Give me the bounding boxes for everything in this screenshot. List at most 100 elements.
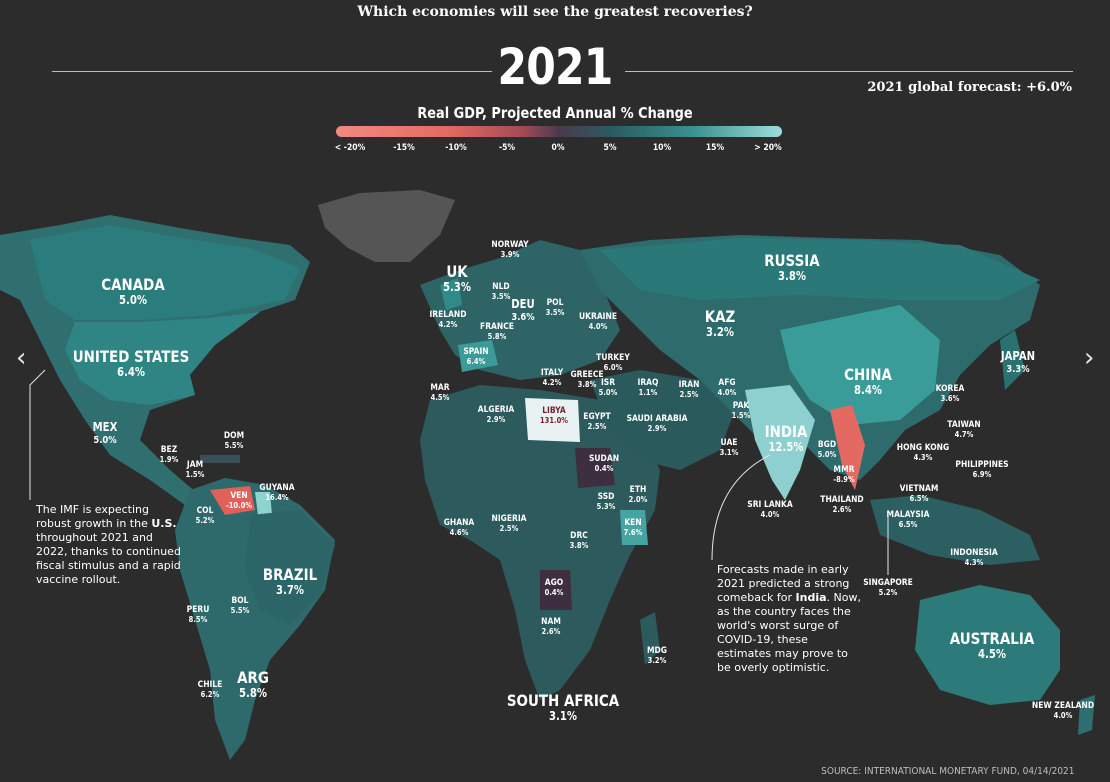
country-name: SINGAPORE [863,578,913,588]
country-label-greece: GREECE 3.8% [570,370,603,390]
country-value: 12.5% [768,440,804,455]
country-name: KAZ [704,307,736,326]
country-value: 4.2% [438,320,458,330]
kenya-region [620,510,648,545]
country-value: 3.1% [719,448,739,458]
country-name: PAK [732,401,750,411]
country-value: 5.2% [195,516,215,526]
country-value: 6.4% [117,365,145,380]
country-label-col: COL 5.2% [196,506,215,526]
legend-tick: 5% [603,143,617,153]
country-value: 2.0% [628,495,648,505]
country-label-iran: IRAN 2.5% [679,380,700,400]
map-subtitle: Real GDP, Projected Annual % Change [417,104,693,122]
country-value: 3.2% [647,656,667,666]
year-title: 2021 [497,38,614,96]
country-label-ghana: GHANA 4.6% [444,518,475,538]
country-value: 3.8% [577,380,597,390]
country-label-mar: MAR 4.5% [430,383,449,403]
country-name: GHANA [443,518,475,528]
country-value: 8.5% [188,615,208,625]
country-label-philippines: PHILIPPINES 6.9% [955,460,1008,480]
country-label-sudan: SUDAN 0.4% [589,454,619,474]
country-label-uae: UAE 3.1% [720,438,739,458]
greenland-shape [318,190,455,262]
country-name: INDONESIA [950,548,998,558]
country-value: 5.0% [119,293,147,308]
country-value: 2.9% [647,424,667,434]
india-callout-line [711,454,771,561]
sudan-region [575,448,615,488]
country-label-libya: LIBYA 131.0% [540,406,568,426]
country-value: 4.7% [954,430,974,440]
country-name: THAILAND [820,495,864,505]
country-name: UKRAINE [579,312,617,322]
country-value: 3.6% [940,394,960,404]
country-label-singapore: SINGAPORE 5.2% [863,578,913,598]
country-label-ven: VEN -10.0% [226,491,252,511]
country-name: UK [446,262,468,281]
global-forecast: 2021 global forecast: +6.0% [867,80,1072,95]
ago-region [540,570,572,610]
country-name: CHINA [844,365,892,384]
country-label-south-africa: SOUTH AFRICA 3.1% [507,691,619,724]
country-label-spain: SPAIN 6.4% [463,347,488,367]
country-label-bgd: BGD 5.0% [818,440,837,460]
country-value: 2.6% [541,627,561,637]
country-value: 4.6% [449,528,469,538]
country-value: 3.8% [778,269,806,284]
chevron-right-icon[interactable]: › [1084,343,1095,373]
country-label-united-states: UNITED STATES 6.4% [73,347,190,380]
country-label-japan: JAPAN 3.3% [1001,349,1035,375]
country-value: 5.5% [224,441,244,451]
country-value: 5.0% [598,388,618,398]
country-value: 2.9% [486,415,506,425]
country-name: LIBYA [542,406,566,416]
madagascar-shape [640,612,660,665]
country-label-deu: DEU 3.6% [511,297,534,323]
country-name: NLD [492,282,510,292]
country-label-taiwan: TAIWAN 4.7% [947,420,980,440]
country-label-australia: AUSTRALIA 4.5% [950,629,1034,662]
country-name: TURKEY [596,353,630,363]
country-label-nigeria: NIGERIA 2.5% [491,514,526,534]
country-label-ken: KEN 7.6% [624,518,643,538]
country-value: 6.5% [898,520,918,530]
country-value: 6.5% [909,494,929,504]
country-label-drc: DRC 3.8% [570,531,589,551]
country-value: 131.0% [540,416,568,426]
russia-region [600,238,1040,300]
country-label-peru: PERU 8.5% [187,605,210,625]
us-note: The IMF is expecting robust growth in th… [36,503,181,586]
country-label-eth: ETH 2.0% [629,485,648,505]
country-name: KEN [624,518,642,528]
country-name: VEN [230,491,248,501]
country-value: 7.6% [623,528,643,538]
country-value: 4.0% [717,388,737,398]
se-asia-islands-shape [870,495,1040,565]
country-label-china: CHINA 8.4% [844,365,892,398]
country-value: 3.2% [706,325,734,340]
country-name: SRI LANKA [747,500,793,510]
country-label-norway: NORWAY 3.9% [491,240,528,260]
country-name: ARG [237,668,269,687]
country-label-france: FRANCE 5.8% [480,322,514,342]
country-label-arg: ARG 5.8% [237,668,269,701]
country-name: DOM [223,431,245,441]
country-value: 8.4% [854,383,882,398]
india-region [745,385,815,500]
country-name: NEW ZEALAND [1031,701,1095,711]
country-value: 3.7% [276,583,304,598]
chevron-left-icon[interactable]: ‹ [16,343,27,373]
country-name: NAM [541,617,561,627]
country-label-algeria: ALGERIA 2.9% [478,405,515,425]
country-name: INDIA [764,422,808,441]
country-value: 16.4% [265,493,289,503]
country-label-kaz: KAZ 3.2% [704,307,736,340]
country-value: 4.0% [760,510,780,520]
country-label-iraq: IRAQ 1.1% [638,378,659,398]
country-name: GUYANA [259,483,295,493]
country-name: CHILE [197,680,223,690]
brazil-region [245,510,335,625]
